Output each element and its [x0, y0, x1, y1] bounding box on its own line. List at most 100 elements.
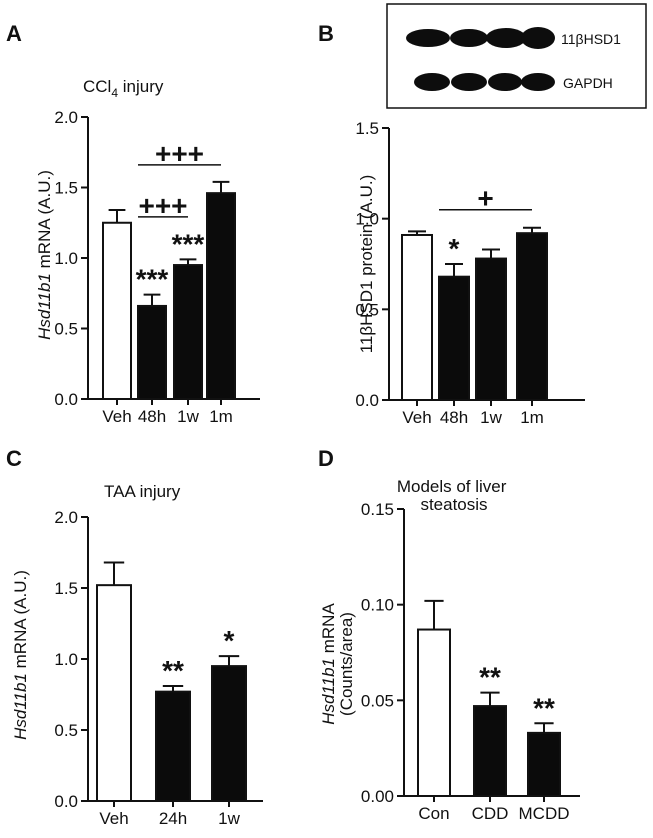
blot-band	[451, 73, 487, 91]
y-tick-label: 0.5	[54, 721, 78, 740]
chart-title-d-line2: steatosis	[420, 495, 487, 514]
comparison-label: +++	[138, 190, 187, 221]
comparison-label: +	[477, 183, 493, 214]
panel-letter-b: B	[318, 21, 334, 46]
bar	[155, 690, 191, 802]
panel-c: C TAA injury Hsd11b1 mRNA (A.U.) 0.0 0.5 1…	[6, 446, 263, 828]
significance-label: *	[224, 625, 235, 656]
bar	[527, 731, 561, 797]
y-tick-label: 0.00	[361, 787, 394, 806]
y-tick-label: 0.0	[355, 391, 379, 410]
plot-c: 0.0 0.5 1.0 1.5 2.0 Veh 24h ** 1w *	[54, 508, 263, 828]
x-tick-label: 1m	[520, 408, 544, 427]
bar	[211, 665, 247, 802]
chart-title-a-sub: 4	[111, 86, 118, 100]
significance-label: *	[449, 233, 460, 264]
panel-letter-d: D	[318, 446, 334, 471]
western-blot: 11βHSD1 GAPDH	[386, 3, 647, 109]
blot-band	[414, 73, 450, 91]
blot-band	[521, 27, 555, 49]
y-axis-label-a-rest: mRNA (A.U.)	[35, 170, 54, 273]
bar	[417, 628, 451, 797]
bar	[438, 275, 470, 401]
y-tick-label: 0.5	[355, 300, 379, 319]
y-tick-label: 0.15	[361, 500, 394, 519]
x-tick-label: 1w	[480, 408, 502, 427]
y-axis-label-a: Hsd11b1 mRNA (A.U.)	[35, 170, 54, 340]
chart-title-a-rest: injury	[118, 77, 164, 96]
panel-letter-a: A	[6, 21, 22, 46]
y-tick-label: 1.0	[54, 650, 78, 669]
y-axis-label-d-rest: mRNA	[319, 603, 338, 658]
bar	[206, 192, 236, 400]
x-tick-label: Veh	[402, 408, 431, 427]
y-tick-label: 0.0	[54, 390, 78, 409]
y-tick-label: 0.05	[361, 691, 394, 710]
y-tick-label: 2.0	[54, 108, 78, 127]
y-tick-label: 1.5	[54, 179, 78, 198]
bar	[516, 232, 548, 401]
bar	[173, 264, 203, 400]
x-tick-label: 1w	[177, 407, 199, 426]
blot-band	[450, 29, 488, 47]
blot-label-gapdh: GAPDH	[563, 75, 613, 91]
comparison-label: +++	[155, 138, 204, 169]
chart-title-d: Models of liver steatosis	[397, 477, 511, 514]
y-axis-label-d-line2: (Counts/area)	[337, 612, 356, 716]
y-axis-label-b: 11βHSD1 protein (A.U.)	[357, 175, 376, 354]
y-axis-label-d-gene: Hsd11b1	[319, 658, 338, 725]
significance-label: ***	[172, 228, 205, 259]
y-axis-label-c: Hsd11b1 mRNA (A.U.)	[11, 570, 30, 740]
chart-title-c: TAA injury	[104, 482, 181, 501]
x-tick-label: Veh	[99, 809, 128, 828]
y-tick-label: 1.0	[355, 210, 379, 229]
blot-label-11bhsd1: 11βHSD1	[561, 31, 621, 47]
plot-b: 0.0 0.5 1.0 1.5 Veh 48h * 1w 1m +	[355, 119, 585, 427]
blot-band	[406, 29, 450, 47]
y-axis-label-c-gene: Hsd11b1	[11, 673, 30, 740]
blot-band	[488, 73, 522, 91]
plot-d: 0.00 0.05 0.10 0.15 Con CDD ** MCDD **	[361, 500, 580, 823]
significance-label: **	[479, 662, 501, 693]
y-tick-label: 0.10	[361, 596, 394, 615]
panel-a: A CCl4 injury Hsd11b1 mRNA (A.U.) 0.0 0.5…	[6, 21, 260, 426]
x-tick-label: 1m	[209, 407, 233, 426]
chart-title-a-main: CCl	[83, 77, 111, 96]
x-tick-label: MCDD	[519, 804, 570, 823]
y-tick-label: 0.0	[54, 792, 78, 811]
blot-row-11bhsd1	[406, 27, 555, 49]
x-tick-label: 1w	[218, 809, 240, 828]
blot-frame	[386, 3, 647, 109]
chart-title-d-line1: Models of liver	[397, 477, 507, 496]
y-tick-label: 2.0	[54, 508, 78, 527]
y-tick-label: 1.5	[355, 119, 379, 138]
significance-label: **	[162, 655, 184, 686]
y-axis-label-a-gene: Hsd11b1	[35, 273, 54, 340]
bar	[475, 257, 507, 401]
y-tick-label: 1.5	[54, 579, 78, 598]
bar	[137, 304, 167, 400]
x-tick-label: 48h	[440, 408, 468, 427]
panel-d: D Models of liver steatosis Hsd11b1 mRNA…	[318, 446, 580, 823]
x-tick-label: Veh	[102, 407, 131, 426]
bar	[102, 221, 132, 400]
x-tick-label: Con	[418, 804, 449, 823]
panel-letter-c: C	[6, 446, 22, 471]
y-tick-label: 1.0	[54, 249, 78, 268]
x-tick-label: CDD	[472, 804, 509, 823]
significance-label: ***	[136, 264, 169, 295]
blot-band	[486, 28, 526, 48]
plot-a: 0.0 0.5 1.0 1.5 2.0 Veh 48h *** 1w *** 1m +++ +++	[54, 108, 260, 426]
chart-title-a: CCl4 injury	[83, 77, 164, 100]
x-tick-label: 24h	[159, 809, 187, 828]
bar	[96, 584, 132, 802]
significance-label: **	[533, 692, 555, 723]
blot-band	[521, 73, 555, 91]
x-tick-label: 48h	[138, 407, 166, 426]
y-tick-label: 0.5	[54, 320, 78, 339]
y-axis-label-d-line1: Hsd11b1 mRNA	[319, 603, 338, 725]
blot-row-gapdh	[414, 73, 555, 91]
bar	[401, 233, 433, 401]
